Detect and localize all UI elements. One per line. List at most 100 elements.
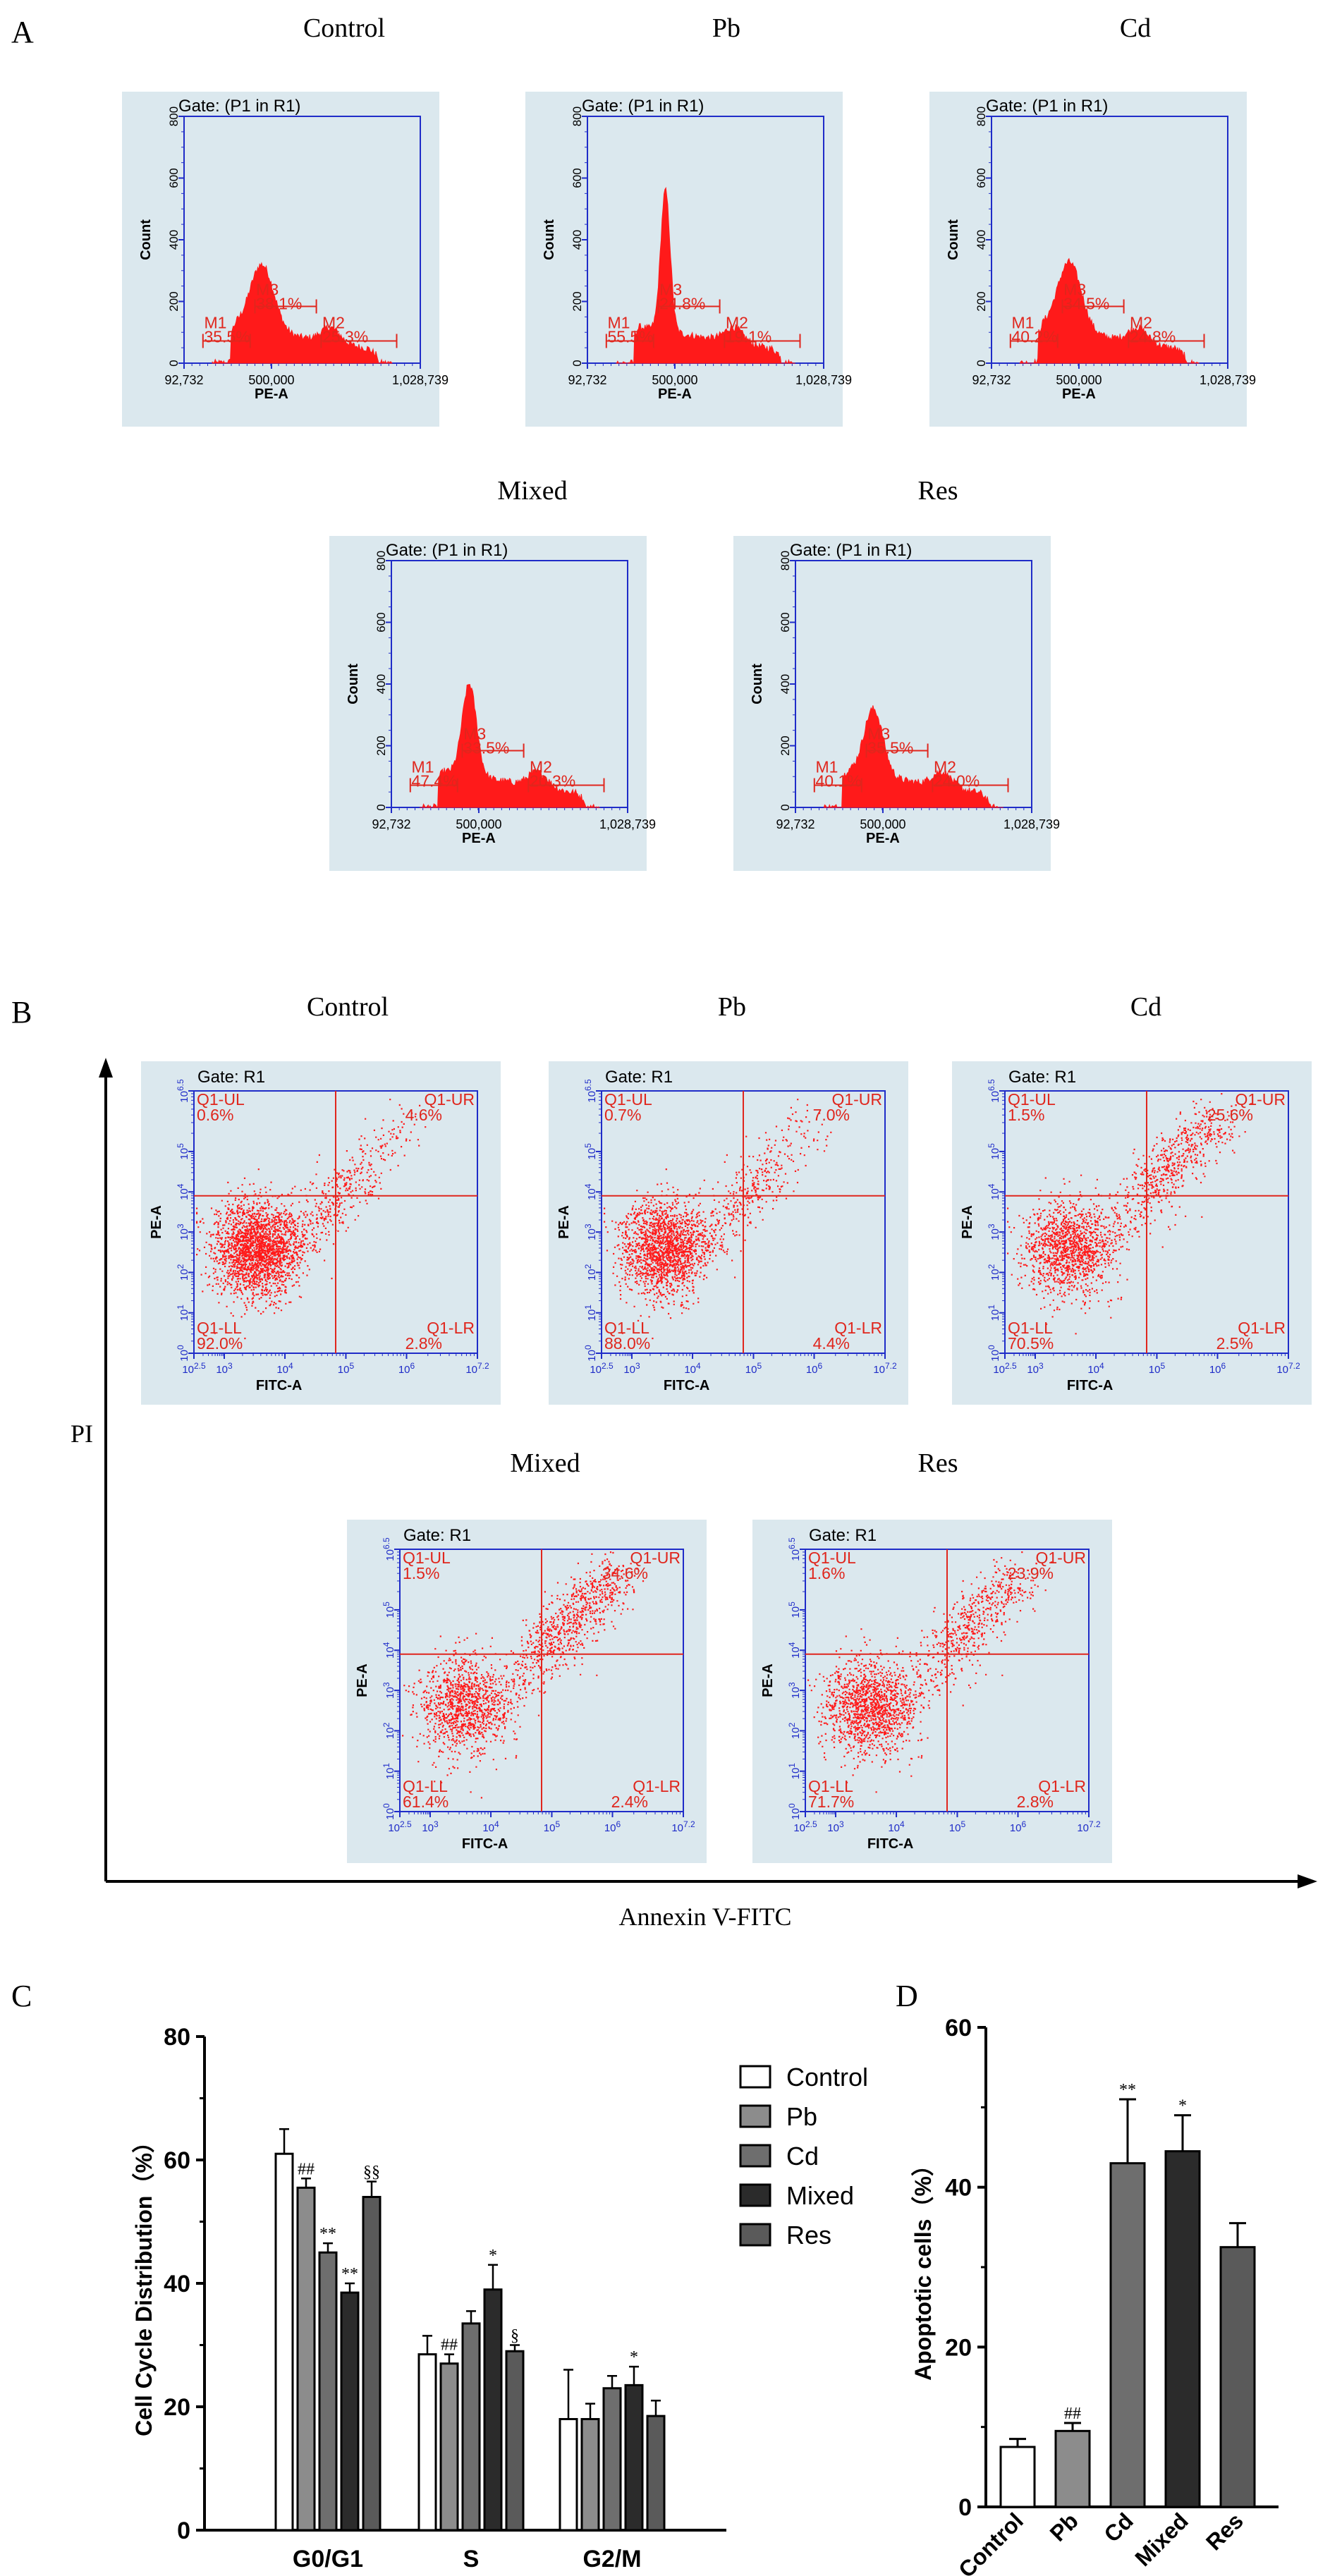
m2-value: 25.3% <box>322 328 368 346</box>
x-tick-exponent: 4 <box>696 1361 701 1371</box>
x-axis-label: PE-A <box>1062 386 1096 402</box>
m2-name: M2 <box>934 758 956 776</box>
bar <box>624 2383 644 2532</box>
x-tick-label: Res <box>1201 2508 1248 2555</box>
significance-mark: ## <box>1064 2405 1081 2423</box>
q-ll-value: 70.5% <box>1008 1334 1054 1353</box>
y-tick-base: 10 <box>384 1687 396 1699</box>
legend-label: Res <box>786 2221 831 2250</box>
y-tick-label: 101 <box>787 1763 802 1780</box>
y-tick-label: 103 <box>382 1682 396 1699</box>
y-tick-label: 20 <box>945 2334 972 2361</box>
y-tick-exponent: 6.5 <box>987 1079 996 1091</box>
y-tick-exponent: 3 <box>382 1682 391 1687</box>
x-tick-label: 104 <box>276 1361 293 1376</box>
q-ll-name: Q1-LL <box>403 1777 448 1795</box>
y-tick-base: 10 <box>586 1350 598 1362</box>
q-lr-name: Q1-LR <box>834 1319 882 1337</box>
y-tick-base: 10 <box>178 1091 190 1103</box>
x-tick-label: 1,028,739 <box>795 373 852 387</box>
y-tick-label: 105 <box>382 1601 396 1618</box>
x-tick-base: 10 <box>684 1364 696 1376</box>
histogram-fill <box>616 187 795 365</box>
q-ul-value: 1.6% <box>808 1564 845 1582</box>
x-tick-label: 1,028,739 <box>1200 373 1256 387</box>
dotplot-background <box>952 1061 1312 1405</box>
y-tick-exponent: 6.5 <box>382 1537 391 1549</box>
error-bar <box>488 2264 498 2290</box>
significance-mark: * <box>630 2348 638 2367</box>
x-tick-label: 103 <box>1027 1361 1044 1376</box>
q-ll-value: 88.0% <box>604 1334 650 1353</box>
y-tick-label: 40 <box>164 2271 190 2297</box>
m2-marker <box>1128 334 1205 348</box>
x-tick-label: 107.2 <box>1276 1361 1300 1376</box>
gate-label: Gate: (P1 in R1) <box>582 97 704 116</box>
q-lr-value: 2.5% <box>1216 1334 1253 1353</box>
y-tick-exponent: 4 <box>176 1183 185 1188</box>
x-tick-label: 102.5 <box>590 1361 614 1376</box>
x-tick-base: 10 <box>745 1364 757 1376</box>
significance-mark: * <box>1178 2097 1187 2116</box>
x-tick-base: 10 <box>338 1364 350 1376</box>
y-tick-base: 10 <box>790 1768 802 1780</box>
y-tick-label: 100 <box>787 1803 802 1820</box>
error-bar <box>1229 2222 1246 2247</box>
x-tick-base: 10 <box>1209 1364 1221 1376</box>
y-tick-label: 400 <box>975 230 988 250</box>
y-tick-label: 101 <box>987 1305 1001 1321</box>
y-tick-label: 0 <box>374 804 388 810</box>
m3-name: M3 <box>1063 281 1086 299</box>
y-tick-exponent: 1 <box>176 1305 185 1310</box>
y-tick-label: 106.5 <box>987 1079 1001 1103</box>
m1-marker <box>813 778 862 793</box>
m3-marker <box>461 743 525 758</box>
x-tick-base: 10 <box>1077 1822 1089 1834</box>
y-tick-base: 10 <box>384 1808 396 1820</box>
y-tick-exponent: 0 <box>987 1345 996 1350</box>
bar <box>505 2350 525 2532</box>
m2-marker <box>932 778 1009 793</box>
y-tick-exponent: 0 <box>583 1345 593 1350</box>
m2-value: 24.8% <box>1130 328 1176 346</box>
q-ll-name: Q1-LL <box>197 1319 242 1337</box>
y-tick-exponent: 3 <box>583 1223 593 1228</box>
y-tick-exponent: 4 <box>583 1183 593 1188</box>
y-tick-label: 105 <box>787 1601 802 1618</box>
y-tick-base: 10 <box>790 1727 802 1739</box>
x-tick-exponent: 4 <box>900 1819 905 1829</box>
m1-name: M1 <box>815 758 838 776</box>
y-tick-base: 10 <box>178 1188 190 1200</box>
y-tick-label: 800 <box>571 106 584 126</box>
x-tick-label: Mixed <box>1130 2508 1193 2571</box>
y-tick-label: 600 <box>167 168 181 188</box>
q-ur-value: 23.9% <box>1008 1564 1054 1582</box>
error-bar <box>651 2400 661 2417</box>
y-tick-base: 10 <box>989 1269 1001 1281</box>
y-tick-base: 10 <box>790 1687 802 1699</box>
x-tick-exponent: 3 <box>1039 1361 1044 1371</box>
y-tick-label: 40 <box>945 2175 972 2202</box>
q-ul-value: 1.5% <box>1008 1106 1044 1124</box>
bar <box>580 2418 600 2532</box>
x-tick-label: 103 <box>827 1819 844 1834</box>
y-tick-exponent: 3 <box>987 1223 996 1228</box>
y-tick-exponent: 5 <box>583 1143 593 1148</box>
x-tick-label: 106 <box>1209 1361 1226 1376</box>
y-tick-label: 200 <box>374 735 388 755</box>
y-tick-exponent: 2 <box>583 1264 593 1269</box>
m2-marker <box>527 778 605 793</box>
y-tick-exponent: 4 <box>787 1642 797 1647</box>
legend-swatch <box>739 2183 771 2207</box>
bar <box>296 2186 316 2532</box>
x-tick-label: S <box>463 2546 480 2572</box>
histogram-background <box>525 92 843 427</box>
gate-label: Gate: R1 <box>605 1068 673 1087</box>
m3-name: M3 <box>463 725 486 743</box>
y-tick-exponent: 1 <box>987 1305 996 1310</box>
m1-value: 35.5% <box>204 328 250 346</box>
x-tick-exponent: 6 <box>410 1361 415 1371</box>
x-tick-exponent: 3 <box>228 1361 233 1371</box>
